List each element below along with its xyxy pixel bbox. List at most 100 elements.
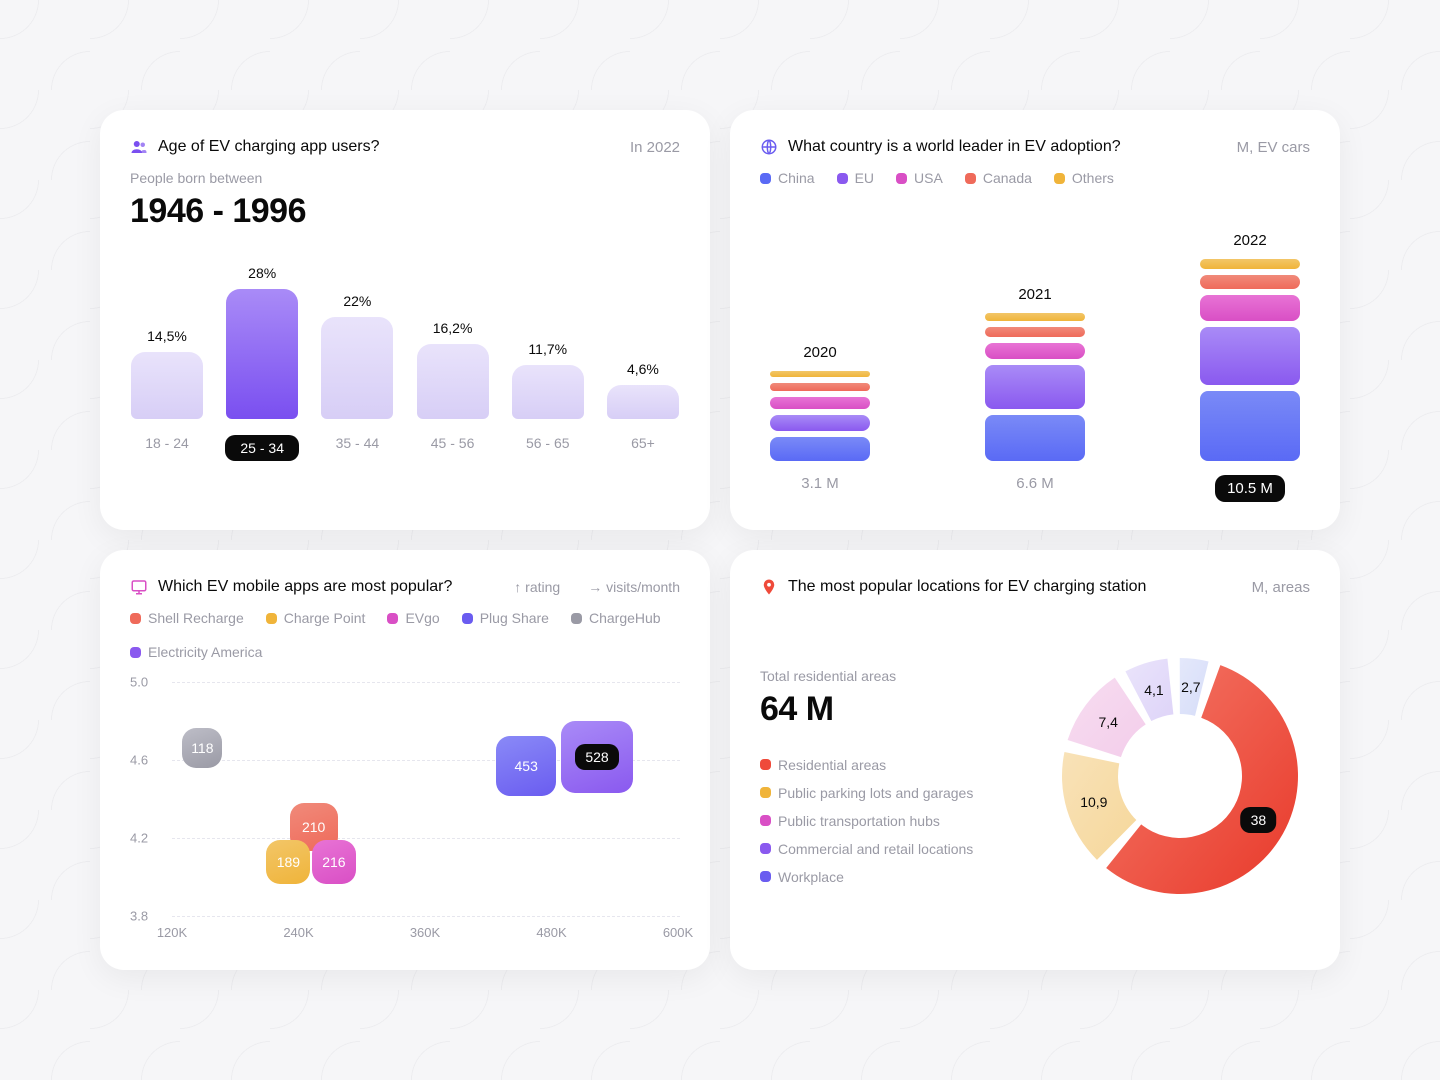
- gridline: [172, 916, 680, 917]
- legend-item: Public transportation hubs: [760, 813, 1030, 829]
- legend-label: Canada: [983, 170, 1032, 186]
- stack-segment: [770, 383, 870, 391]
- legend-dot: [760, 871, 771, 882]
- big-value: 64 M: [760, 690, 1030, 729]
- legend-dot: [837, 173, 848, 184]
- card-age-users: Age of EV charging app users? In 2022 Pe…: [100, 110, 710, 530]
- stack-total: 10.5 M: [1190, 475, 1310, 502]
- legend-dot: [760, 173, 771, 184]
- legend-dot: [760, 759, 771, 770]
- globe-icon: [760, 138, 778, 156]
- bar-rect: [131, 352, 203, 419]
- card-header: Age of EV charging app users? In 2022: [130, 138, 680, 156]
- bar-rect: [321, 317, 393, 419]
- stacked-labels: 3.1 M6.6 M10.5 M: [760, 475, 1310, 502]
- pin-icon: [760, 578, 778, 596]
- bubble-label: 528: [575, 744, 618, 770]
- donut-label: 38: [1241, 812, 1277, 828]
- card-title-text: The most popular locations for EV chargi…: [788, 578, 1146, 596]
- bar-value: 22%: [343, 293, 371, 309]
- bar: 11,7%: [511, 341, 585, 419]
- legend-item: EVgo: [387, 610, 439, 626]
- bar-value: 16,2%: [433, 320, 473, 336]
- xtick: 240K: [283, 925, 313, 940]
- legend-label: USA: [914, 170, 943, 186]
- legend-dot: [130, 647, 141, 658]
- stack-segment: [770, 397, 870, 409]
- donut-label: 10,9: [1080, 794, 1107, 810]
- stack-segment: [985, 415, 1085, 461]
- bubble-label: 189: [277, 854, 300, 870]
- legend-item: ChargeHub: [571, 610, 661, 626]
- legend-dot: [760, 815, 771, 826]
- card-ev-apps: Which EV mobile apps are most popular? ↑…: [100, 550, 710, 970]
- legend-label: ChargeHub: [589, 610, 661, 626]
- card-title-text: Which EV mobile apps are most popular?: [158, 578, 452, 596]
- bar: 28%: [225, 265, 299, 419]
- stack-segment: [985, 343, 1085, 359]
- stack-segment: [1200, 391, 1300, 461]
- legend: Shell RechargeCharge PointEVgoPlug Share…: [130, 610, 680, 660]
- bubble: 528: [561, 721, 633, 793]
- ytick: 4.6: [130, 752, 148, 767]
- donut-label: 7,4: [1098, 714, 1117, 730]
- legend-label: Public parking lots and garages: [778, 785, 973, 801]
- axis-y-label: ↑ rating: [514, 579, 560, 595]
- stack-segment: [985, 313, 1085, 321]
- donut-chart: 3810,97,44,12,7: [1050, 646, 1310, 906]
- bar: 4,6%: [606, 361, 680, 419]
- card-right-text: In 2022: [630, 139, 680, 156]
- legend-label: Electricity America: [148, 644, 262, 660]
- xtick: 600K: [663, 925, 693, 940]
- big-value: 1946 - 1996: [130, 192, 680, 231]
- bar-chart: 14,5% 28% 22% 16,2% 11,7% 4,6%: [130, 249, 680, 419]
- legend-dot: [760, 843, 771, 854]
- bubble-label: 216: [322, 854, 345, 870]
- legend-dot: [896, 173, 907, 184]
- ytick: 4.2: [130, 830, 148, 845]
- gridline: [172, 682, 680, 683]
- legend-dot: [571, 613, 582, 624]
- bubble: 189: [266, 840, 310, 884]
- legend-item: Workplace: [760, 869, 1030, 885]
- bar-value: 28%: [248, 265, 276, 281]
- bubble: 118: [182, 728, 222, 768]
- bar: 14,5%: [130, 328, 204, 419]
- legend-item: Canada: [965, 170, 1032, 186]
- bubble-label: 210: [302, 819, 325, 835]
- ytick: 5.0: [130, 675, 148, 690]
- bar-value: 11,7%: [528, 341, 567, 357]
- monitor-icon: [130, 578, 148, 596]
- bar-label: 65+: [606, 435, 680, 461]
- legend-item: China: [760, 170, 815, 186]
- axis-x-label: → visits/month: [588, 579, 680, 595]
- users-icon: [130, 138, 148, 156]
- bar-label: 35 - 44: [320, 435, 394, 461]
- card-header: Which EV mobile apps are most popular? ↑…: [130, 578, 680, 596]
- stack-year: 2020: [803, 344, 836, 361]
- donut-label: 2,7: [1181, 679, 1200, 695]
- legend: Residential areas Public parking lots and…: [760, 757, 1030, 885]
- stacked-chart: 202020212022: [760, 210, 1310, 461]
- xtick: 360K: [410, 925, 440, 940]
- legend: ChinaEUUSACanadaOthers: [760, 170, 1310, 186]
- card-header: What country is a world leader in EV ado…: [760, 138, 1310, 156]
- bar-rect: [226, 289, 298, 419]
- legend-dot: [266, 613, 277, 624]
- stack-segment: [985, 327, 1085, 337]
- gridline: [172, 838, 680, 839]
- bubble-label: 453: [515, 758, 538, 774]
- legend-item: Public parking lots and garages: [760, 785, 1030, 801]
- bubble: 216: [312, 840, 356, 884]
- legend-label: Residential areas: [778, 757, 886, 773]
- bar-label: 25 - 34: [225, 435, 299, 461]
- legend-label: Plug Share: [480, 610, 549, 626]
- legend-label: Shell Recharge: [148, 610, 244, 626]
- legend-item: Commercial and retail locations: [760, 841, 1030, 857]
- card-title-text: What country is a world leader in EV ado…: [788, 138, 1121, 156]
- subtitle: People born between: [130, 170, 680, 186]
- bubble: 453: [496, 736, 556, 796]
- card-title-text: Age of EV charging app users?: [158, 138, 379, 156]
- xtick: 120K: [157, 925, 187, 940]
- bar-label: 45 - 56: [416, 435, 490, 461]
